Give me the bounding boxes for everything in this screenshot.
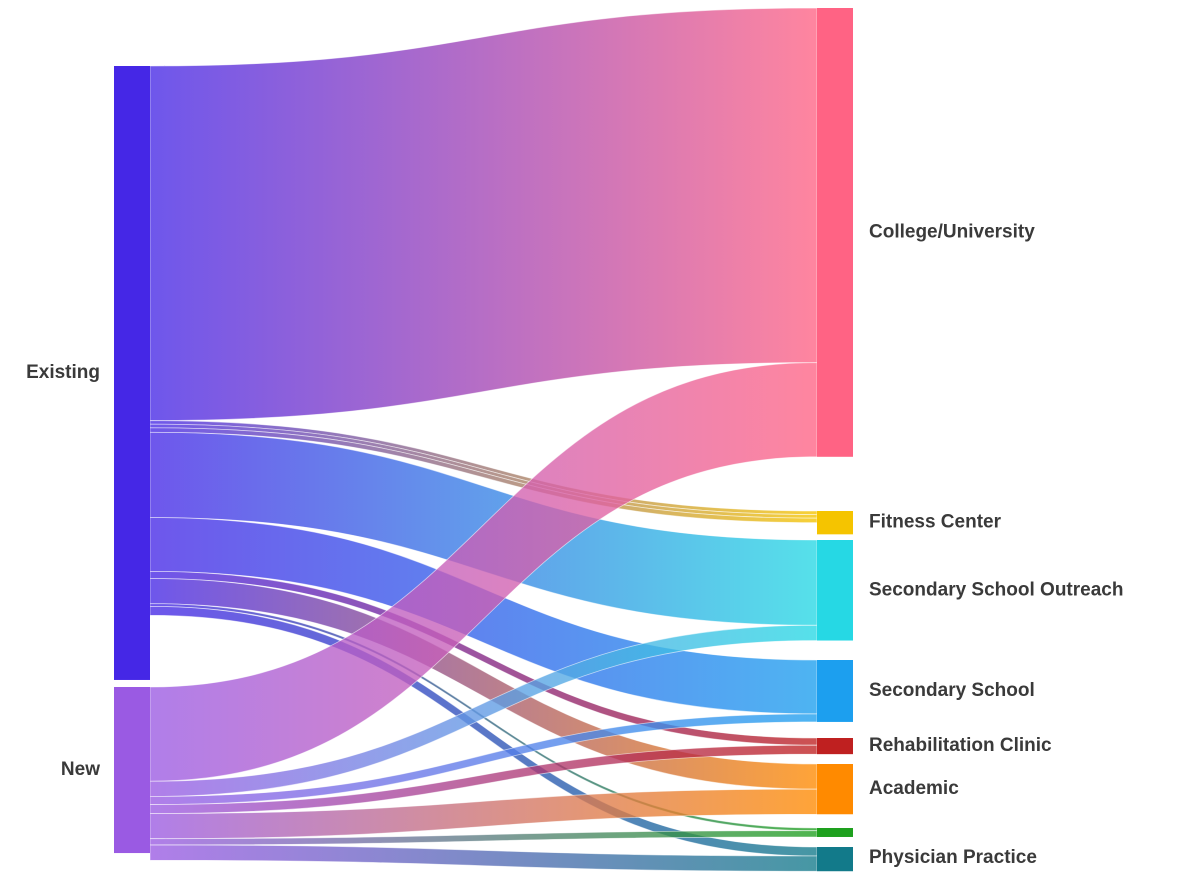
node-label-fitness: Fitness Center <box>869 512 1002 533</box>
node-existing <box>114 66 150 680</box>
node-academic <box>817 764 853 815</box>
link-existing-college <box>149 7 818 421</box>
node-label-existing: Existing <box>26 362 100 383</box>
links-layer <box>149 7 818 872</box>
link-new-rehab <box>149 744 818 814</box>
node-label-college: College/University <box>869 221 1035 242</box>
node-secondary <box>817 660 853 722</box>
node-label-secondary: Secondary School <box>869 680 1035 701</box>
link-new-academic <box>149 788 818 840</box>
node-new <box>114 687 150 854</box>
node-college <box>817 8 853 457</box>
node-label-physician: Physician Practice <box>869 847 1037 868</box>
node-fitness <box>817 511 853 535</box>
node-rehab <box>817 738 853 755</box>
node-outreach <box>817 540 853 641</box>
nodes-layer <box>114 8 853 872</box>
labels-layer: Existing New College/University Fitness Cen… <box>26 221 1123 868</box>
node-physician <box>817 847 853 872</box>
node-label-new: New <box>61 759 100 780</box>
node-label-academic: Academic <box>869 778 959 799</box>
node-label-outreach: Secondary School Outreach <box>869 579 1123 600</box>
node-wellness <box>817 828 853 837</box>
node-label-rehab: Rehabilitation Clinic <box>869 735 1052 756</box>
link-new-physician <box>149 844 818 872</box>
